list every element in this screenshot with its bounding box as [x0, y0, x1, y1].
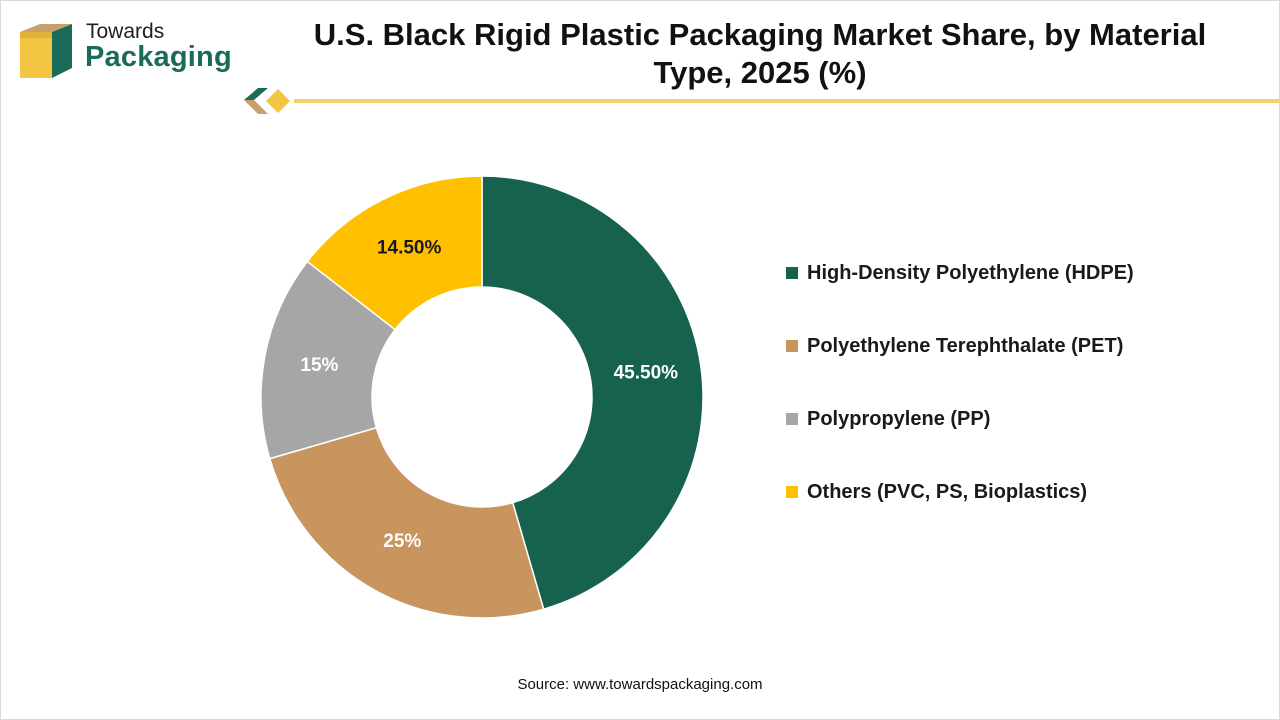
logo-text-towards: Towards: [86, 20, 165, 43]
data-label-hdpe: 45.50%: [614, 363, 679, 384]
data-label-pet: 25%: [383, 531, 421, 552]
legend-swatch-pp: [786, 413, 798, 425]
source-note: Source: www.towardspackaging.com: [517, 676, 763, 693]
legend-item-hdpe: High-Density Polyethylene (HDPE): [786, 258, 1206, 288]
legend-swatch-others: [786, 486, 798, 498]
legend-swatch-pet: [786, 340, 798, 352]
chart-title-line-1: U.S. Black Rigid Plastic Packaging Marke…: [313, 17, 1207, 52]
slice-hdpe: [481, 175, 704, 611]
legend-label-others: Others (PVC, PS, Bioplastics): [807, 480, 1088, 503]
towards-packaging-logo: [16, 20, 246, 84]
legend-item-others: Others (PVC, PS, Bioplastics): [786, 477, 1206, 507]
legend-label-pet: Polyethylene Terephthalate (PET): [807, 334, 1124, 357]
legend-label-hdpe: High-Density Polyethylene (HDPE): [807, 261, 1134, 284]
logo-text-packaging: Packaging: [85, 41, 232, 73]
data-label-others: 14.50%: [377, 237, 442, 258]
box-logo-icon: [20, 24, 72, 78]
slice-others: [306, 175, 483, 331]
title-divider: [244, 88, 1280, 114]
slice-pet: [268, 426, 545, 619]
data-label-pp: 15%: [300, 355, 338, 376]
legend-item-pp: Polypropylene (PP): [786, 404, 1206, 434]
slice-pp: [260, 260, 397, 460]
legend-label-pp: Polypropylene (PP): [807, 407, 991, 430]
legend-swatch-hdpe: [786, 267, 798, 279]
legend-item-pet: Polyethylene Terephthalate (PET): [786, 331, 1206, 361]
chart-title: U.S. Black Rigid Plastic Packaging Marke…: [300, 16, 1220, 92]
chart-title-line-2: Type, 2025 (%): [653, 55, 867, 90]
